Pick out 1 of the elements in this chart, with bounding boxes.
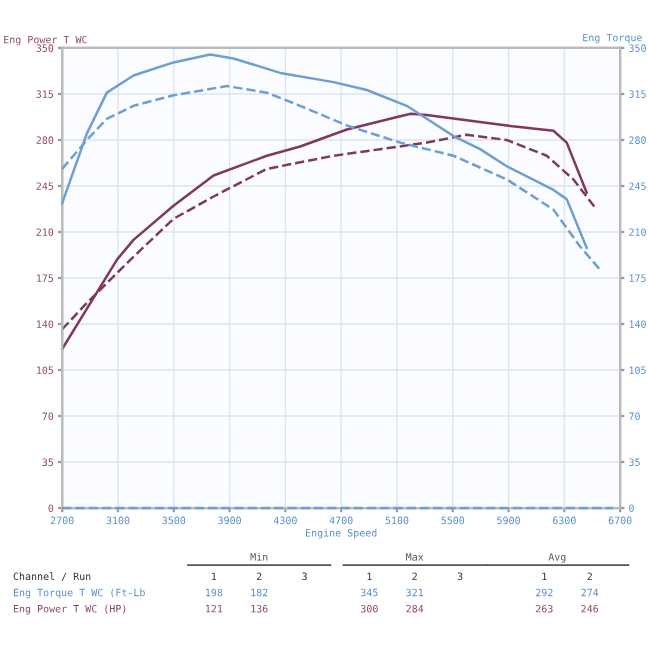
line-series [60, 112, 588, 351]
